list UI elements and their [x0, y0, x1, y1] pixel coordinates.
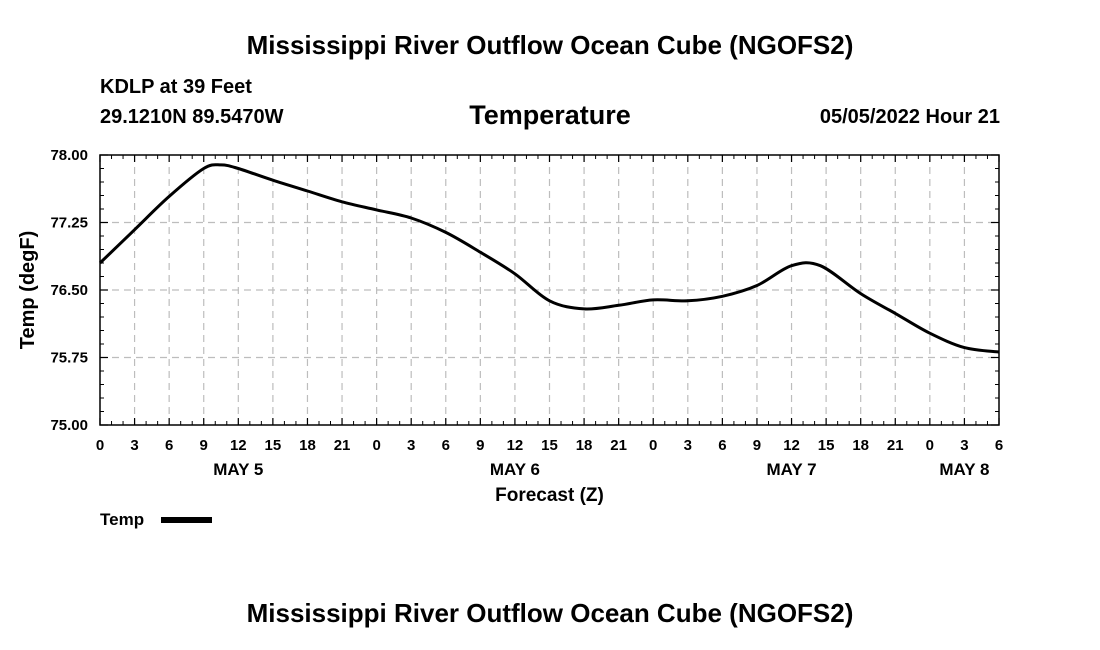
- x-tick-label: 9: [476, 437, 484, 454]
- y-tick-label: 75.00: [50, 417, 88, 434]
- x-tick-label: 6: [165, 437, 173, 454]
- x-tick-label: 9: [200, 437, 208, 454]
- grid-lines: [100, 155, 999, 425]
- x-tick-label: 12: [783, 437, 800, 454]
- x-day-label: MAY 8: [939, 460, 989, 479]
- x-tick-label: 15: [818, 437, 835, 454]
- x-tick-label: 0: [372, 437, 380, 454]
- x-tick-label: 6: [718, 437, 726, 454]
- x-tick-label: 18: [299, 437, 316, 454]
- x-tick-label: 12: [230, 437, 247, 454]
- x-tick-label: 6: [442, 437, 450, 454]
- axis-labels: 0 3 6 9 12 15 18 21 0 3 6 9 12 15 18 21 0 3 6 9 12 15 18 21 0 3 6 7…: [50, 147, 1003, 479]
- x-tick-label: 6: [995, 437, 1003, 454]
- x-day-label: MAY 5: [213, 460, 263, 479]
- x-tick-label: 0: [926, 437, 934, 454]
- forecast-datetime: 05/05/2022 Hour 21: [819, 106, 1000, 128]
- y-tick-label: 77.25: [50, 215, 88, 232]
- station-coordinates: 29.1210N 89.5470W: [100, 106, 284, 128]
- x-tick-label: 0: [649, 437, 657, 454]
- x-tick-label: 18: [576, 437, 593, 454]
- y-axis-label: Temp (degF): [17, 231, 39, 350]
- chart-subtitle: Temperature: [469, 100, 631, 130]
- series-layer: [98, 163, 1000, 354]
- x-tick-label: 15: [265, 437, 282, 454]
- y-tick-label: 78.00: [50, 147, 88, 164]
- x-tick-label: 3: [130, 437, 138, 454]
- x-tick-label: 3: [407, 437, 415, 454]
- station-label: KDLP at 39 Feet: [100, 76, 252, 98]
- x-tick-label: 21: [887, 437, 904, 454]
- x-day-label: MAY 6: [490, 460, 540, 479]
- x-axis-label: Forecast (Z): [495, 485, 604, 506]
- x-tick-label: 9: [753, 437, 761, 454]
- series-line-temp: [98, 163, 1000, 354]
- legend: Temp: [100, 510, 212, 529]
- x-tick-label: 21: [610, 437, 627, 454]
- chart-title-top: Mississippi River Outflow Ocean Cube (NG…: [246, 30, 854, 60]
- x-day-label: MAY 7: [766, 460, 816, 479]
- y-tick-label: 75.75: [50, 350, 88, 367]
- x-tick-label: 12: [507, 437, 524, 454]
- x-tick-label: 18: [852, 437, 869, 454]
- x-tick-label: 0: [96, 437, 104, 454]
- x-tick-label: 15: [541, 437, 558, 454]
- y-tick-label: 76.50: [50, 282, 88, 299]
- x-tick-label: 3: [960, 437, 968, 454]
- chart-title-bottom: Mississippi River Outflow Ocean Cube (NG…: [246, 598, 854, 628]
- legend-label: Temp: [100, 510, 144, 529]
- x-tick-label: 3: [684, 437, 692, 454]
- plot-frame: [99, 154, 1000, 426]
- x-tick-label: 21: [334, 437, 351, 454]
